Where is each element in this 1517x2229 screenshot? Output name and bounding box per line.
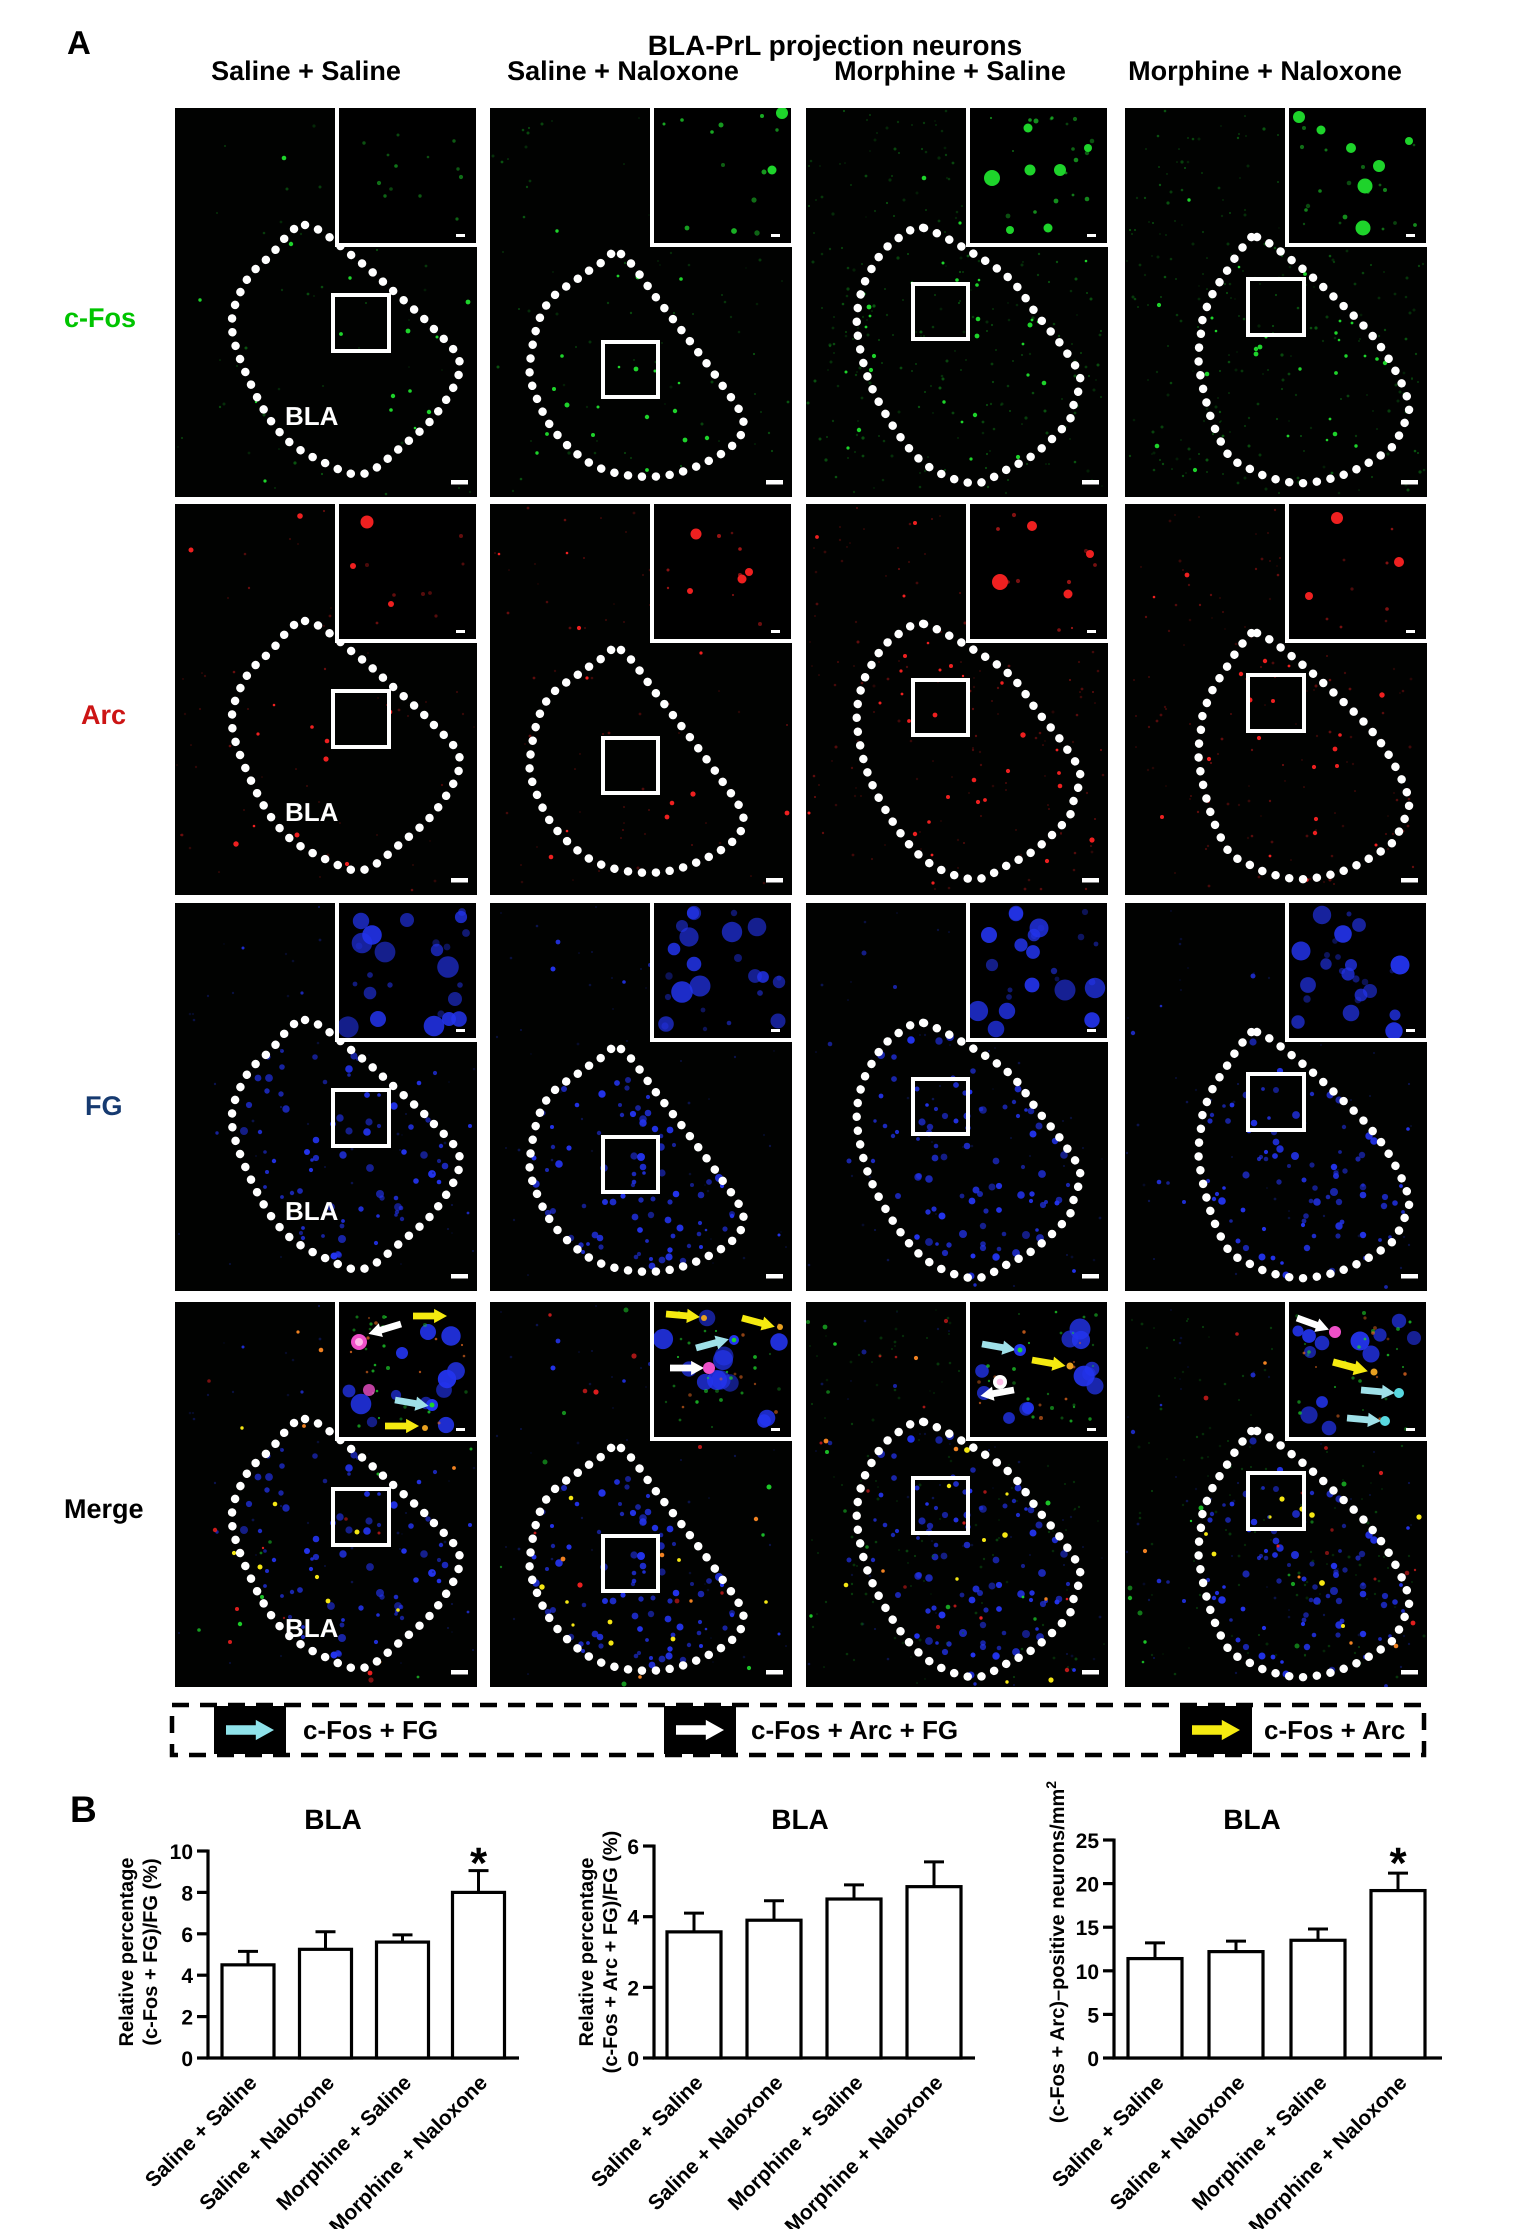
svg-text:Saline + Naloxone: Saline + Naloxone — [1106, 2071, 1250, 2215]
svg-text:0: 0 — [181, 2048, 193, 2071]
svg-text:(c-Fos + FG)/FG (%): (c-Fos + FG)/FG (%) — [140, 1858, 162, 2045]
svg-text:20: 20 — [1076, 1874, 1099, 1897]
svg-text:25: 25 — [1076, 1830, 1100, 1853]
svg-text:0: 0 — [627, 2048, 639, 2071]
svg-text:5: 5 — [1087, 2004, 1099, 2027]
svg-text:6: 6 — [181, 1924, 193, 1947]
svg-text:BLA: BLA — [1223, 1804, 1281, 1835]
svg-text:BLA: BLA — [771, 1804, 829, 1835]
svg-text:0: 0 — [1087, 2048, 1099, 2071]
svg-text:c-Fos + Arc + FG: c-Fos + Arc + FG — [751, 1715, 958, 1745]
svg-text:2: 2 — [181, 2007, 193, 2030]
svg-text:10: 10 — [1076, 1961, 1099, 1984]
svg-text:(c-Fos + Arc)–positive neurons: (c-Fos + Arc)–positive neurons/mm2 — [1043, 1781, 1069, 2123]
svg-text:*: * — [1389, 1839, 1407, 1888]
svg-text:4: 4 — [627, 1907, 639, 1930]
svg-text:c-Fos + FG: c-Fos + FG — [303, 1715, 438, 1745]
svg-text:(c-Fos + Arc + FG)/FG (%): (c-Fos + Arc + FG)/FG (%) — [600, 1831, 622, 2074]
svg-text:10: 10 — [170, 1841, 193, 1864]
svg-text:Relative percentage: Relative percentage — [576, 1858, 598, 2047]
svg-text:Morphine + Saline: Morphine + Saline — [724, 2071, 868, 2215]
svg-text:Relative percentage: Relative percentage — [116, 1858, 138, 2047]
svg-text:Saline + Naloxone: Saline + Naloxone — [644, 2071, 788, 2215]
svg-text:15: 15 — [1076, 1917, 1100, 1940]
svg-text:B: B — [70, 1789, 97, 1830]
svg-text:Morphine + Naloxone: Morphine + Naloxone — [781, 2071, 948, 2229]
svg-text:c-Fos + Arc: c-Fos + Arc — [1264, 1715, 1405, 1745]
svg-text:BLA: BLA — [304, 1804, 362, 1835]
svg-text:Morphine + Naloxone: Morphine + Naloxone — [1245, 2071, 1412, 2229]
svg-text:4: 4 — [181, 1965, 193, 1988]
svg-text:Saline + Naloxone: Saline + Naloxone — [195, 2071, 339, 2215]
svg-text:Morphine + Saline: Morphine + Saline — [1188, 2071, 1332, 2215]
svg-text:*: * — [470, 1839, 488, 1888]
svg-text:8: 8 — [181, 1882, 193, 1905]
svg-text:2: 2 — [627, 1977, 639, 2000]
svg-text:Morphine + Saline: Morphine + Saline — [272, 2071, 416, 2215]
svg-text:6: 6 — [627, 1836, 639, 1859]
